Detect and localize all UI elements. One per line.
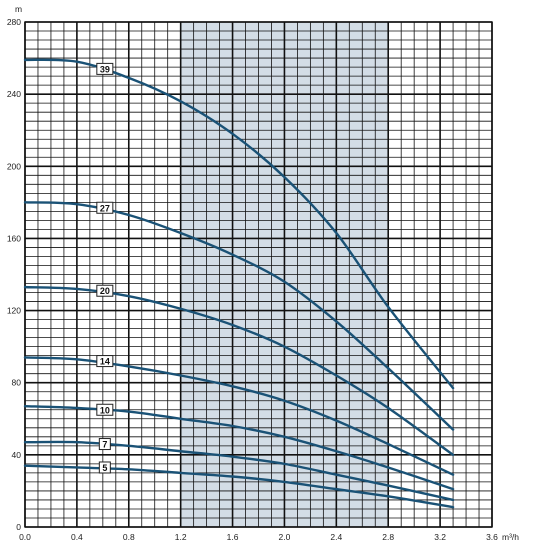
y-axis-label: m <box>15 4 22 14</box>
y-tick-label: 120 <box>7 306 21 316</box>
series-label-box <box>96 284 114 297</box>
series-label-box <box>96 201 114 214</box>
x-tick-label: 2.8 <box>382 532 394 542</box>
series-label-7: 7 <box>98 438 111 451</box>
series-line-10 <box>23 404 455 491</box>
series-label-box <box>96 355 114 368</box>
y-tick-label: 80 <box>12 378 22 388</box>
series-label-box <box>96 403 114 416</box>
series-label-text: 10 <box>100 405 110 415</box>
series-label-text: 7 <box>102 440 107 450</box>
series-label-10: 10 <box>96 403 114 416</box>
axes: 0.0 0.4 0.8 1.2 1.6 2.0 2.4 2.8 3.2 3.6 0 40 80 120 16… <box>7 17 498 542</box>
series-label-39: 39 <box>96 62 114 75</box>
y-tick-label: 40 <box>12 450 22 460</box>
series-label-20: 20 <box>96 284 114 297</box>
x-tick-label: 1.6 <box>227 532 239 542</box>
y-tick-label: 240 <box>7 89 21 99</box>
series-label-text: 27 <box>100 203 110 213</box>
plot-frame <box>24 21 493 528</box>
series-label-box <box>98 461 111 474</box>
series-label-5: 5 <box>98 461 111 474</box>
series-line-7 <box>23 440 455 502</box>
series-label-14: 14 <box>96 355 114 368</box>
x-tick-label: 0.8 <box>123 532 135 542</box>
grid <box>24 21 493 528</box>
x-tick-label: 2.4 <box>330 532 342 542</box>
x-tick-label: 0.4 <box>71 532 83 542</box>
series-label-text: 39 <box>100 64 110 74</box>
series-line-20 <box>23 285 455 457</box>
series-label-box <box>98 438 111 451</box>
x-tick-label: 0.0 <box>19 532 31 542</box>
series-labels: 39 27 20 14 10 7 5 <box>96 62 114 474</box>
x-axis-label: m³/h <box>502 532 519 542</box>
y-tick-label: 160 <box>7 233 21 243</box>
x-tick-label: 1.2 <box>175 532 187 542</box>
series-label-box <box>96 62 114 75</box>
series-label-27: 27 <box>96 201 114 214</box>
x-tick-label: 3.6 <box>486 532 498 542</box>
x-tick-label: 3.2 <box>434 532 446 542</box>
y-tick-label: 280 <box>7 17 21 27</box>
series-line-5 <box>23 464 455 509</box>
series-line-14 <box>23 356 455 476</box>
series-label-text: 20 <box>100 286 110 296</box>
x-tick-label: 2.0 <box>279 532 291 542</box>
y-tick-label: 0 <box>16 522 21 532</box>
y-tick-label: 200 <box>7 161 21 171</box>
series-label-text: 5 <box>102 463 107 473</box>
series-label-text: 14 <box>100 357 110 367</box>
